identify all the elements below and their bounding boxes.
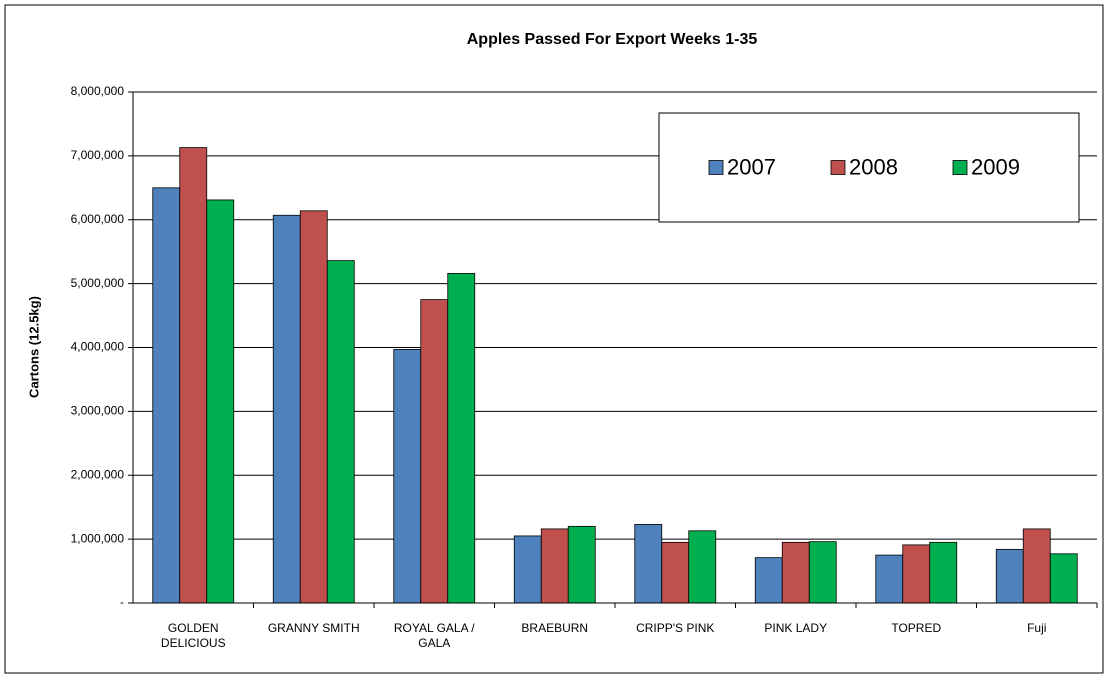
y-tick-label: 2,000,000 [71,467,125,481]
x-tick-label: BRAEBURN [521,621,589,635]
bar [781,541,810,604]
y-axis-title: Cartons (12.5kg) [26,296,41,398]
bar [808,541,837,604]
y-tick-label: 1,000,000 [71,531,125,545]
y-tick-label: 7,000,000 [71,148,125,162]
bar [634,524,663,604]
bar [929,541,958,604]
bar [326,260,355,604]
y-tick-label: 6,000,000 [71,212,125,226]
bar [393,349,422,604]
y-tick-label: 4,000,000 [71,340,125,354]
bar [447,273,476,604]
legend-swatch [830,160,846,175]
bar [688,530,717,604]
bar [1022,528,1051,604]
legend-box [658,112,1080,223]
bar [902,544,931,604]
legend-swatch [952,160,968,175]
y-tick-label: 5,000,000 [71,276,125,290]
x-tick-label: PINK LADY [764,621,828,635]
bar [1049,553,1078,604]
bar [272,214,301,604]
legend-label: 2008 [849,154,898,179]
bar [754,557,783,604]
legend-swatch [708,160,724,175]
x-tick-label: GOLDEN DELICIOUS [160,621,226,650]
x-tick-label: GRANNY SMITH [267,621,360,635]
bar [567,525,596,604]
bar [152,187,181,604]
bar [661,541,690,604]
y-tick-label: - [120,595,124,609]
bar [420,299,449,604]
y-tick-label: 3,000,000 [71,404,125,418]
chart-title: Apples Passed For Export Weeks 1-35 [467,31,758,48]
bar [540,528,569,604]
bar [206,199,235,604]
bar [875,554,904,604]
x-tick-label: ROYAL GALA / GALA [393,621,475,650]
legend-label: 2009 [971,154,1020,179]
x-tick-label: TOPRED [891,621,942,635]
x-tick-label: Fuji [1027,621,1047,635]
bar [179,147,208,604]
bar [299,210,328,604]
legend-label: 2007 [727,154,776,179]
y-tick-label: 8,000,000 [71,84,125,98]
bar [995,548,1024,604]
x-tick-label: CRIPP'S PINK [636,621,715,635]
bar [513,535,542,604]
